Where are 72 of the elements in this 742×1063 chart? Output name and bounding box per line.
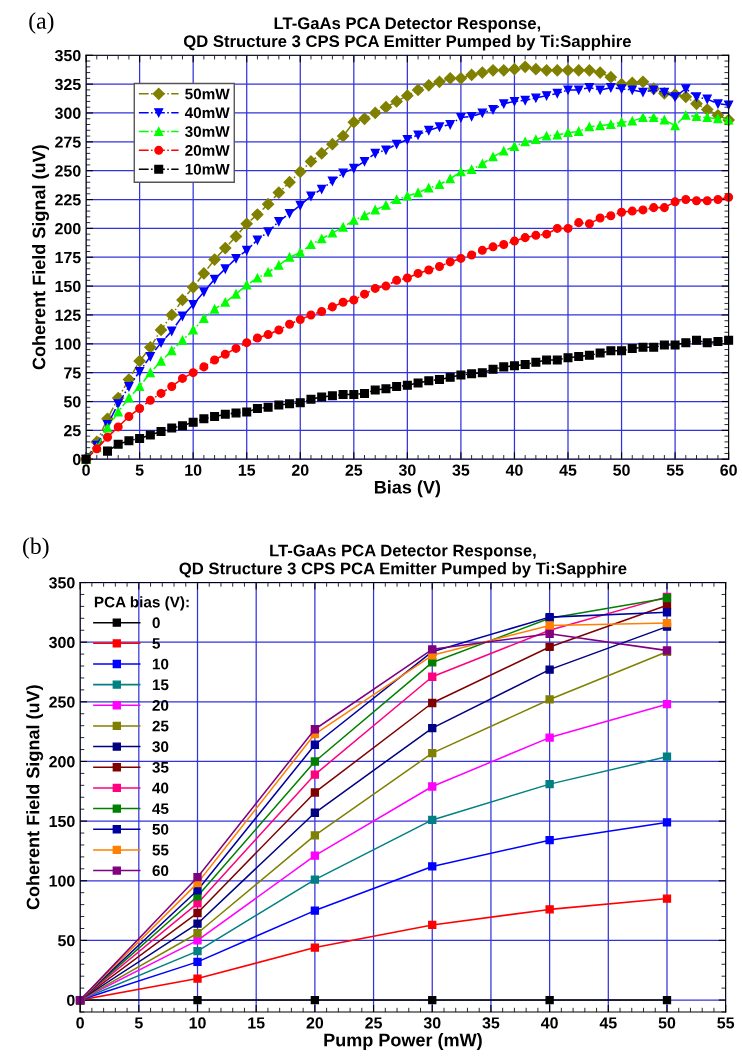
y-tick-label: 300	[49, 636, 75, 649]
x-tick-label: 15	[248, 1017, 265, 1029]
y-tick-label: 150	[49, 815, 75, 828]
legend-label: 20mW	[185, 145, 230, 156]
x-tick-label: 50	[613, 464, 630, 476]
legend-label: 0	[152, 617, 160, 629]
legend-label: 40mW	[184, 107, 230, 119]
x-tick-label: 55	[666, 464, 684, 476]
x-tick-label: 35	[452, 464, 470, 476]
y-tick-label: 25	[64, 425, 81, 437]
legend-label: 30mW	[185, 126, 230, 138]
legend-label: 40	[152, 782, 169, 794]
y-tick-label: 0	[67, 994, 75, 1006]
y-tick-label: 50	[63, 396, 81, 408]
y-tick-label: 250	[55, 165, 81, 177]
legend-label: 35	[152, 761, 169, 773]
x-tick-label: 15	[238, 464, 256, 476]
y-tick-label: 0	[72, 453, 81, 466]
y-tick-label: 250	[49, 696, 75, 708]
y-tick-label: 100	[55, 338, 81, 350]
x-tick-label: 35	[482, 1017, 500, 1029]
y-tick-label: 75	[64, 367, 81, 379]
y-tick-label: 275	[55, 136, 81, 148]
x-tick-label: 45	[559, 464, 577, 476]
y-axis-title: Coherent Field Signal (uV)	[26, 685, 44, 910]
y-tick-label: 350	[54, 49, 81, 62]
y-tick-label: 175	[55, 252, 81, 264]
legend-label: 45	[152, 803, 169, 815]
legend-label: 20	[152, 699, 169, 711]
text: (a)	[29, 12, 54, 34]
legend-label: 10	[152, 658, 169, 670]
legend-label: 50	[152, 823, 169, 835]
y-tick-label: 150	[55, 280, 81, 293]
x-tick-label: 55	[717, 1017, 735, 1029]
legend-label: 30	[152, 741, 169, 753]
y-tick-label: 325	[54, 78, 81, 91]
chart-title: LT-GaAs PCA Detector Response, QD Structure 3 CPS PCA Emitter Pumped by Ti:Sapphire	[183, 17, 631, 51]
y-tick-label: 100	[49, 875, 75, 887]
x-tick-label: 20	[291, 464, 309, 476]
x-tick-label: 5	[135, 464, 144, 476]
y-tick-label: 200	[49, 756, 75, 768]
x-tick-label: 60	[720, 464, 737, 476]
x-tick-label: 40	[540, 1017, 558, 1029]
legend-label: 55	[152, 844, 169, 856]
y-tick-label: 300	[54, 107, 81, 119]
x-tick-label: 10	[189, 1017, 206, 1029]
legend-label: 50mW	[185, 88, 230, 100]
x-tick-label: 45	[599, 1017, 617, 1029]
y-tick-label: 200	[55, 223, 81, 235]
legend-label: 60	[152, 865, 169, 877]
x-tick-label: 30	[398, 464, 416, 476]
x-tick-label: 5	[134, 1017, 143, 1029]
x-axis-title: Pump Power (mW)	[324, 1033, 482, 1050]
x-axis-title: Bias (V)	[374, 480, 441, 498]
x-tick-label: 40	[505, 464, 523, 476]
y-tick-label: 50	[58, 935, 75, 947]
x-tick-label: 10	[185, 464, 202, 476]
y-tick-label: 350	[49, 577, 75, 589]
x-tick-label: 0	[82, 464, 90, 476]
y-tick-label: 225	[55, 194, 81, 206]
legend-label: 15	[152, 679, 169, 691]
x-tick-label: 50	[658, 1017, 676, 1029]
x-tick-label: 20	[306, 1017, 324, 1029]
legend-label: 10mW	[185, 163, 230, 175]
x-tick-label: 25	[345, 464, 363, 476]
y-tick-label: 125	[55, 309, 81, 321]
x-tick-label: 25	[365, 1017, 382, 1029]
chart-title: LT-GaAs PCA Detector Response, QD Structure 3 CPS PCA Emitter Pumped by Ti:Sapphire	[179, 544, 627, 578]
legend-label: 25	[152, 720, 169, 732]
y-axis-title: Coherent Field Signal (uV)	[32, 145, 50, 370]
x-tick-label: 30	[423, 1017, 441, 1029]
text: (b)	[23, 537, 49, 559]
